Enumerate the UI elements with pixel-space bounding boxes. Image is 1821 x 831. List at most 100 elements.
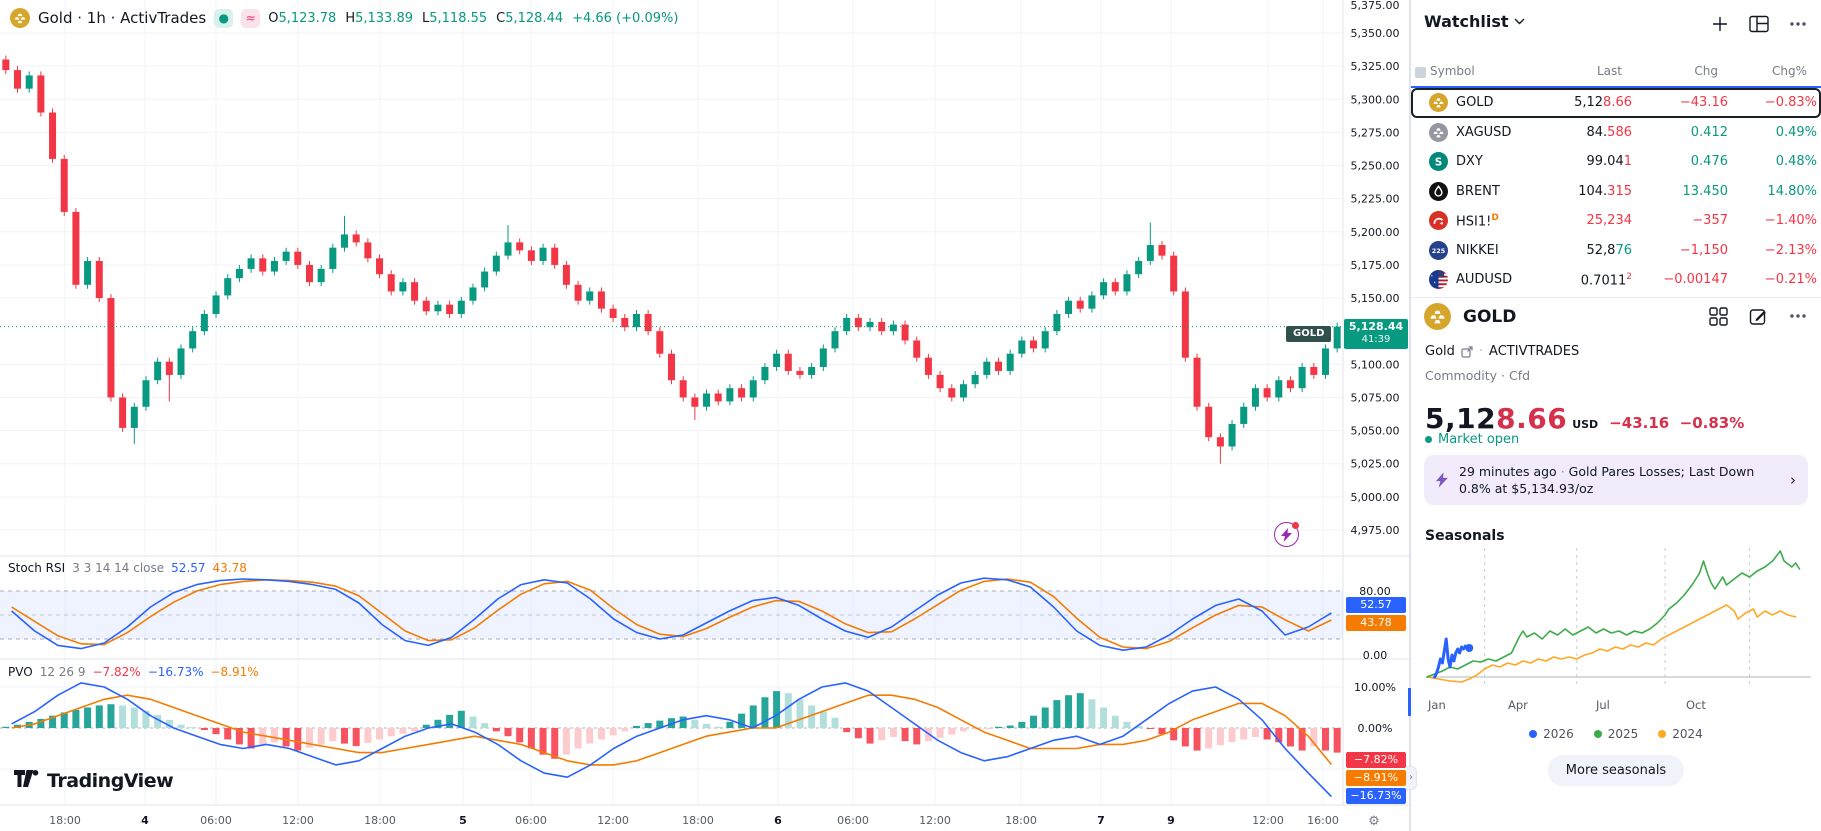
notification-dot [1292, 522, 1299, 529]
flag-column-icon [1415, 67, 1426, 78]
add-symbol-button[interactable] [1709, 13, 1731, 35]
market-status-icon[interactable]: ● [214, 8, 234, 28]
svg-text:5,100.00: 5,100.00 [1351, 358, 1400, 371]
svg-text:18:00: 18:00 [364, 814, 396, 827]
svg-text:⚙: ⚙ [1368, 814, 1380, 829]
legend-2024[interactable]: 2024 [1658, 727, 1703, 741]
edit-note-button[interactable] [1747, 305, 1769, 327]
chart-area[interactable]: 5,375.00 5,350.00 5,325.00 5,300.00 5,275.00… [0, 0, 1410, 831]
svg-text:06:00: 06:00 [200, 814, 232, 827]
svg-text:S: S [1435, 156, 1443, 168]
svg-text:5,375.00: 5,375.00 [1351, 0, 1400, 12]
grid-layout-button[interactable] [1748, 13, 1770, 35]
news-headline: Gold Pares Losses; Last Down 0.8% at $5,… [1459, 463, 1755, 497]
watchlist-row-audusd[interactable]: AUDUSD 0.70112 −0.00147 −0.21% [1411, 265, 1821, 295]
column-last: Last [1597, 64, 1622, 78]
svg-text:5,075.00: 5,075.00 [1351, 391, 1400, 404]
silver-icon [1429, 122, 1448, 142]
lightning-icon [1436, 472, 1448, 488]
panel-collapse-handle[interactable]: › [1406, 766, 1417, 790]
seasonals-title: Seasonals [1425, 528, 1505, 544]
svg-text:18:00: 18:00 [1005, 814, 1037, 827]
layout-grid-button[interactable] [1707, 305, 1729, 327]
svg-text:5,225.00: 5,225.00 [1351, 193, 1400, 206]
flash-ideas-icon[interactable] [1274, 522, 1299, 547]
watchlist-row-brent[interactable]: BRENT 104.315 13.450 14.80% [1411, 177, 1821, 207]
ohlc-values: O5,123.78 H5,133.89 L5,118.55 C5,128.44 … [268, 10, 679, 26]
dxy-icon: S [1429, 152, 1448, 171]
selection-indicator-line [1411, 86, 1821, 88]
brent-icon [1429, 181, 1448, 201]
legend-2025[interactable]: 2025 [1593, 727, 1638, 741]
chevron-right-icon: › [1790, 471, 1796, 489]
panel-divider [1409, 0, 1411, 831]
delayed-data-icon[interactable]: ≈ [241, 8, 261, 28]
row-symbol: AUDUSD [1456, 272, 1513, 287]
legend-dot [1658, 730, 1667, 738]
hsi-icon [1429, 211, 1448, 230]
row-chg: 0.412 [1690, 124, 1728, 140]
column-chg: Chg [1694, 64, 1718, 78]
svg-text:06:00: 06:00 [837, 814, 869, 827]
watchlist-row-gold[interactable]: GOLD 5,128.66 −43.16 −0.83% [1411, 88, 1821, 118]
svg-text:0.00%: 0.00% [1358, 722, 1393, 735]
svg-text:5,200.00: 5,200.00 [1351, 226, 1400, 239]
row-last: 25,234 [1586, 213, 1633, 228]
svg-text:5,050.00: 5,050.00 [1351, 425, 1400, 438]
detail-menu-button[interactable] [1787, 305, 1809, 327]
chart-legend[interactable]: Gold · 1h · ActivTrades ● ≈ O5,123.78 H5… [10, 8, 678, 28]
row-symbol: XAGUSD [1456, 124, 1512, 140]
detail-name-link[interactable]: Gold [1425, 344, 1455, 359]
stoch-rsi-pane-label[interactable]: Stoch RSI 3 3 14 14 close 52.57 43.78 [8, 561, 247, 575]
detail-category: Commodity · Cfd [1425, 368, 1531, 383]
row-chg: −357 [1692, 213, 1728, 228]
watchlist-row-dxy[interactable]: S DXY 99.041 0.476 0.48% [1411, 147, 1821, 177]
row-chg: −1,150 [1679, 242, 1728, 258]
watchlist-column-headers[interactable]: Symbol Last Chg Chg% [1411, 64, 1821, 84]
detail-symbol-icon [1424, 303, 1451, 330]
market-status: Market open [1425, 432, 1519, 447]
svg-text:7: 7 [1097, 814, 1105, 827]
row-symbol: NIKKEI [1456, 242, 1499, 258]
svg-text:5,325.00: 5,325.00 [1351, 60, 1400, 73]
chart-title[interactable]: Gold · 1h · ActivTrades [38, 9, 207, 27]
seasonals-chart[interactable] [1423, 544, 1815, 696]
svg-text:4: 4 [141, 814, 149, 827]
row-symbol: HSI1!D [1456, 213, 1499, 230]
legend-dot [1593, 730, 1602, 738]
pvo-pane-label[interactable]: PVO 12 26 9 −7.82% −16.73% −8.91% [8, 665, 259, 679]
svg-text:06:00: 06:00 [515, 814, 547, 827]
legend-2026[interactable]: 2026 [1529, 727, 1574, 741]
watchlist-menu-button[interactable] [1787, 13, 1809, 35]
row-symbol: BRENT [1456, 183, 1500, 199]
svg-text:12:00: 12:00 [282, 814, 314, 827]
watchlist-row-hsi1[interactable]: HSI1!D 25,234 −357 −1.40% [1411, 206, 1821, 236]
watchlist-row-xagusd[interactable]: XAGUSD 84.586 0.412 0.49% [1411, 118, 1821, 148]
column-symbol: Symbol [1430, 64, 1475, 78]
row-chg-pct: −0.21% [1764, 272, 1817, 287]
bar-countdown: 41:39 [1361, 334, 1391, 345]
section-divider [1411, 297, 1821, 298]
news-banner[interactable]: 29 minutes ago · Gold Pares Losses; Last… [1424, 455, 1808, 505]
svg-text:6: 6 [774, 814, 782, 827]
row-chg: −0.00147 [1663, 272, 1728, 287]
svg-text:5,300.00: 5,300.00 [1351, 93, 1400, 106]
more-seasonals-button[interactable]: More seasonals [1547, 755, 1685, 786]
external-link-icon[interactable] [1461, 345, 1473, 358]
svg-text:16:00: 16:00 [1307, 814, 1339, 827]
svg-text:5,025.00: 5,025.00 [1351, 458, 1400, 471]
svg-text:9: 9 [1167, 814, 1175, 827]
currency-label: USD [1572, 418, 1599, 431]
pvo-hist-value: −7.82% [92, 665, 141, 679]
candlestick-chart[interactable]: 5,375.00 5,350.00 5,325.00 5,300.00 5,275.00… [0, 0, 1410, 831]
watchlist-row-nikkei[interactable]: 225 NIKKEI 52,876 −1,150 −2.13% [1411, 236, 1821, 266]
watchlist-header[interactable]: Watchlist [1424, 12, 1525, 31]
svg-text:12:00: 12:00 [919, 814, 951, 827]
row-chg-pct: −0.83% [1764, 95, 1817, 110]
stoch-k-badge: 52.57 [1346, 597, 1406, 613]
tradingview-glyph [14, 770, 39, 787]
detail-symbol-name: GOLD [1463, 306, 1517, 327]
tradingview-logo[interactable]: TradingView [14, 770, 174, 792]
row-chg-pct: 0.49% [1775, 124, 1817, 140]
